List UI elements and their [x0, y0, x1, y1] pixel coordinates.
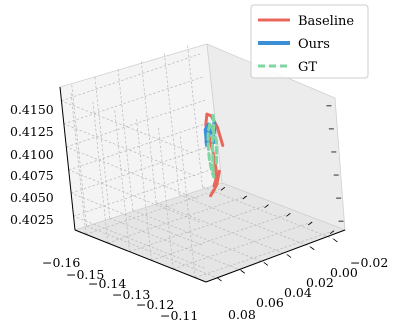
y-tick-mark: [240, 269, 245, 274]
grid-line-x: [114, 108, 130, 252]
grid-line-z: [66, 99, 206, 148]
grid-line-x: [173, 221, 313, 270]
series-line-baseline: [204, 112, 225, 198]
grid-line-x: [70, 91, 87, 235]
x-tick-label: −0.14: [88, 276, 126, 291]
y-tick-label: 0.00: [330, 265, 358, 280]
grid-line-z: [68, 122, 208, 171]
legend-frame: [250, 4, 369, 79]
grid-line-z: [73, 215, 205, 269]
grid-line-y: [187, 43, 203, 187]
x-tick-label: −0.12: [136, 297, 174, 312]
grid-line-z: [63, 123, 196, 177]
grid-line-x: [194, 230, 335, 278]
y-tick-mark: [333, 238, 338, 243]
y-tick-label: 0.02: [306, 275, 334, 290]
grid-line-y: [140, 59, 157, 203]
grid-line-y: [202, 186, 334, 240]
grid-line-x: [85, 187, 226, 235]
z-tick-label: 0.4050: [10, 190, 54, 205]
x-tick-label: −0.15: [66, 267, 104, 282]
grid-line-x: [107, 195, 247, 244]
x-tick-mark: [242, 195, 247, 200]
y-tick-mark: [286, 254, 292, 258]
series-layer: [203, 112, 225, 198]
grid-line-z: [63, 76, 203, 125]
y-axis-line: [205, 229, 346, 283]
grid-lines: [61, 43, 335, 279]
grid-line-z: [71, 145, 211, 194]
y-tick-mark: [263, 262, 269, 266]
grid-line-x: [129, 204, 269, 252]
grid-line-x: [157, 125, 174, 270]
y-tick-label: 0.08: [228, 307, 256, 322]
grid-line-y: [117, 67, 134, 211]
tick-marks: [217, 105, 344, 282]
grid-line-z: [70, 192, 203, 246]
x-tick-label: −0.16: [42, 255, 80, 270]
legend-label-baseline: Baseline: [298, 14, 354, 29]
grid-line-z: [61, 100, 193, 154]
z-tick-label: 0.4150: [10, 102, 54, 117]
grid-line-y: [109, 217, 241, 271]
legend-label-ours: Ours: [298, 37, 330, 52]
grid-line-x: [136, 117, 152, 261]
x-tick-mark: [308, 221, 313, 226]
x-tick-mark: [286, 213, 291, 217]
y-tick-label: 0.06: [256, 295, 284, 310]
y-tick-label: −0.02: [350, 255, 388, 270]
y-tick-mark: [310, 246, 315, 251]
x-tick-mark: [220, 187, 226, 191]
grid-line-y: [86, 225, 218, 279]
z-tick-label: 0.4100: [10, 147, 54, 162]
x-tick-label: −0.13: [112, 287, 150, 302]
z-axis-line: [59, 86, 76, 231]
grid-line-y: [155, 202, 288, 255]
legend-label-gt: GT: [298, 60, 317, 75]
z-tick-label: 0.4025: [10, 212, 54, 227]
grid-line-y: [94, 75, 111, 219]
grid-line-y: [132, 210, 265, 263]
x-axis-line: [74, 229, 207, 283]
grid-line-x: [179, 134, 196, 278]
x-tick-mark: [329, 230, 335, 234]
z-tick-label: 0.4125: [10, 124, 54, 139]
x-tick-mark: [264, 204, 269, 208]
legend: Baseline Ours GT: [250, 4, 369, 79]
grid-line-y: [163, 51, 180, 195]
grid-line-y: [179, 194, 311, 248]
grid-line-z: [66, 146, 198, 200]
grid-line-z: [61, 53, 201, 102]
y-tick-label: 0.04: [284, 285, 312, 300]
x-tick-label: −0.11: [160, 308, 198, 323]
z-tick-label: 0.4075: [10, 168, 54, 183]
series-line-gt: [206, 113, 219, 179]
grid-line-x: [151, 213, 291, 261]
y-tick-mark: [217, 277, 222, 282]
grid-line-y: [71, 83, 87, 227]
grid-line-x: [92, 99, 109, 244]
grid-line-z: [68, 169, 200, 223]
grid-line-z: [73, 168, 213, 217]
